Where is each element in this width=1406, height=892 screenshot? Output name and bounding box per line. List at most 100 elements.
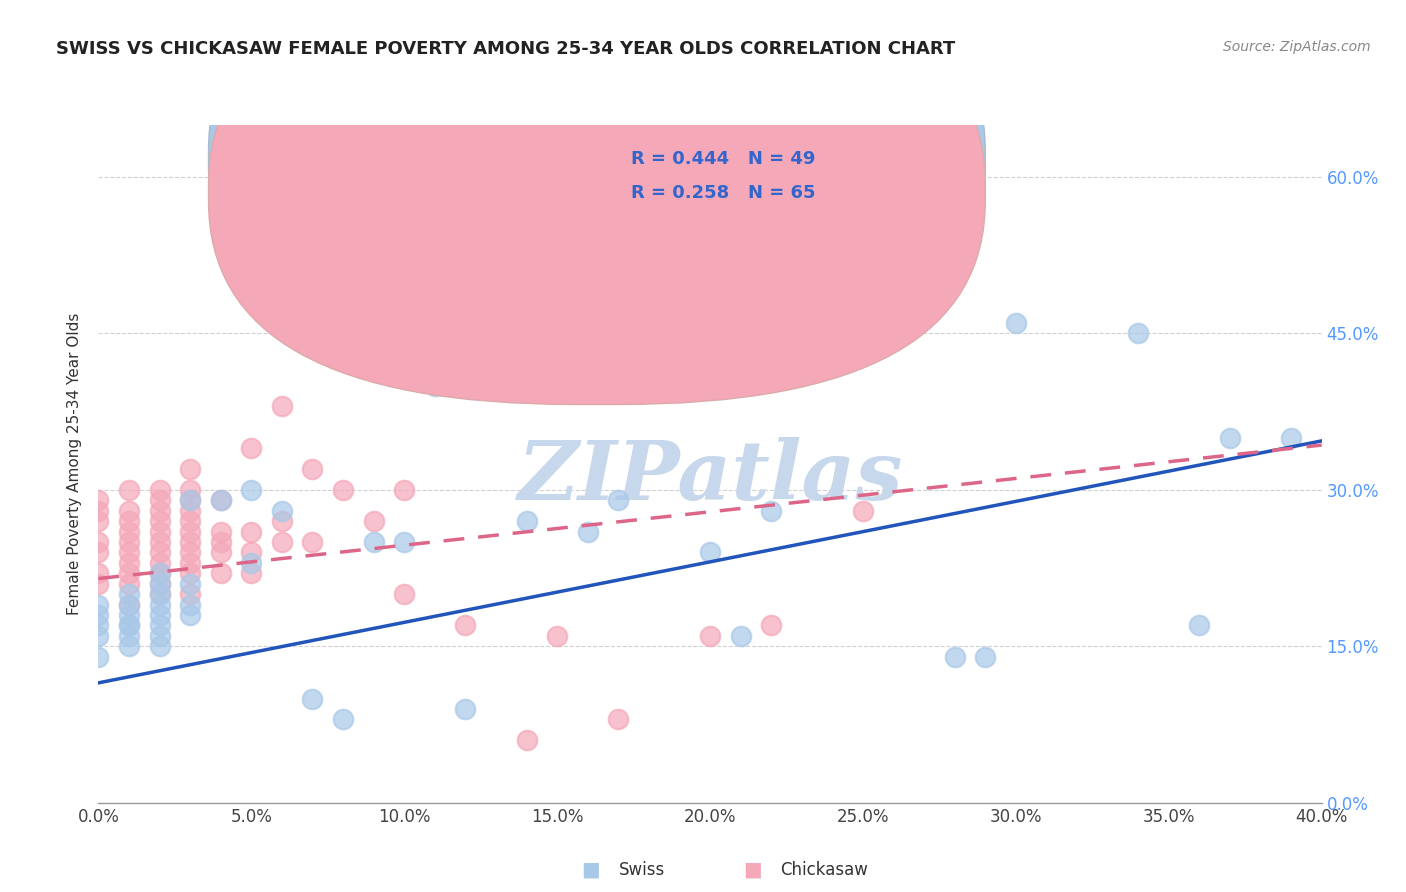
Point: [332, 712, 354, 726]
Point: [363, 535, 385, 549]
Point: [179, 514, 201, 528]
Point: [149, 556, 172, 570]
Point: [516, 733, 538, 747]
Point: [179, 608, 201, 623]
Point: [179, 462, 201, 476]
Point: [118, 598, 141, 612]
Point: [149, 576, 172, 591]
FancyBboxPatch shape: [538, 128, 905, 230]
Point: [301, 462, 323, 476]
Point: [1188, 618, 1211, 632]
Point: [759, 618, 782, 632]
Text: SWISS VS CHICKASAW FEMALE POVERTY AMONG 25-34 YEAR OLDS CORRELATION CHART: SWISS VS CHICKASAW FEMALE POVERTY AMONG …: [56, 40, 956, 58]
Point: [149, 618, 172, 632]
Point: [179, 535, 201, 549]
Point: [118, 618, 141, 632]
Point: [179, 493, 201, 508]
Text: R = 0.444   N = 49: R = 0.444 N = 49: [630, 150, 815, 168]
Text: R = 0.258   N = 65: R = 0.258 N = 65: [630, 184, 815, 202]
Point: [576, 524, 599, 539]
Point: [270, 504, 292, 518]
Point: [240, 524, 263, 539]
Point: [209, 524, 232, 539]
Point: [149, 587, 172, 601]
Point: [179, 545, 201, 559]
Point: [179, 576, 201, 591]
Point: [118, 618, 141, 632]
Point: [454, 702, 477, 716]
Point: [179, 524, 201, 539]
Point: [516, 514, 538, 528]
Point: [118, 629, 141, 643]
FancyBboxPatch shape: [208, 0, 986, 405]
Text: ▪: ▪: [742, 855, 762, 884]
Point: [118, 608, 141, 623]
Point: [149, 524, 172, 539]
Point: [1279, 431, 1302, 445]
Point: [118, 556, 141, 570]
Text: ZIPatlas: ZIPatlas: [517, 437, 903, 517]
Point: [392, 535, 416, 549]
Point: [209, 493, 232, 508]
Point: [943, 649, 966, 664]
Point: [149, 576, 172, 591]
Point: [87, 629, 110, 643]
Point: [1128, 326, 1150, 341]
Point: [332, 483, 354, 497]
Text: Chickasaw: Chickasaw: [780, 861, 869, 879]
Point: [240, 483, 263, 497]
Point: [149, 629, 172, 643]
Point: [87, 618, 110, 632]
Point: [240, 441, 263, 455]
Point: [118, 483, 141, 497]
Point: [270, 514, 292, 528]
Point: [270, 400, 292, 414]
Point: [607, 712, 630, 726]
Point: [87, 504, 110, 518]
Point: [301, 691, 323, 706]
Point: [209, 535, 232, 549]
Point: [149, 587, 172, 601]
Point: [363, 295, 385, 310]
Point: [423, 378, 446, 392]
Point: [699, 545, 721, 559]
Point: [87, 598, 110, 612]
Text: ▪: ▪: [581, 855, 600, 884]
Point: [149, 640, 172, 654]
Point: [149, 493, 172, 508]
Point: [392, 587, 416, 601]
Point: [607, 493, 630, 508]
Point: [699, 629, 721, 643]
Point: [363, 514, 385, 528]
Point: [87, 576, 110, 591]
Point: [179, 598, 201, 612]
Point: [392, 483, 416, 497]
Point: [149, 504, 172, 518]
Point: [730, 629, 752, 643]
Point: [270, 535, 292, 549]
Point: [87, 608, 110, 623]
Point: [118, 587, 141, 601]
Point: [87, 649, 110, 664]
Point: [546, 629, 568, 643]
Point: [1219, 431, 1241, 445]
Point: [149, 566, 172, 581]
Point: [759, 504, 782, 518]
Point: [87, 566, 110, 581]
Point: [118, 545, 141, 559]
Point: [179, 483, 201, 497]
Point: [240, 556, 263, 570]
Point: [209, 545, 232, 559]
Point: [118, 598, 141, 612]
Point: [87, 545, 110, 559]
Point: [974, 649, 997, 664]
Point: [118, 524, 141, 539]
Y-axis label: Female Poverty Among 25-34 Year Olds: Female Poverty Among 25-34 Year Olds: [67, 313, 83, 615]
Point: [179, 556, 201, 570]
Point: [87, 514, 110, 528]
Point: [149, 535, 172, 549]
Point: [149, 566, 172, 581]
Point: [118, 566, 141, 581]
Point: [454, 618, 477, 632]
Point: [301, 535, 323, 549]
